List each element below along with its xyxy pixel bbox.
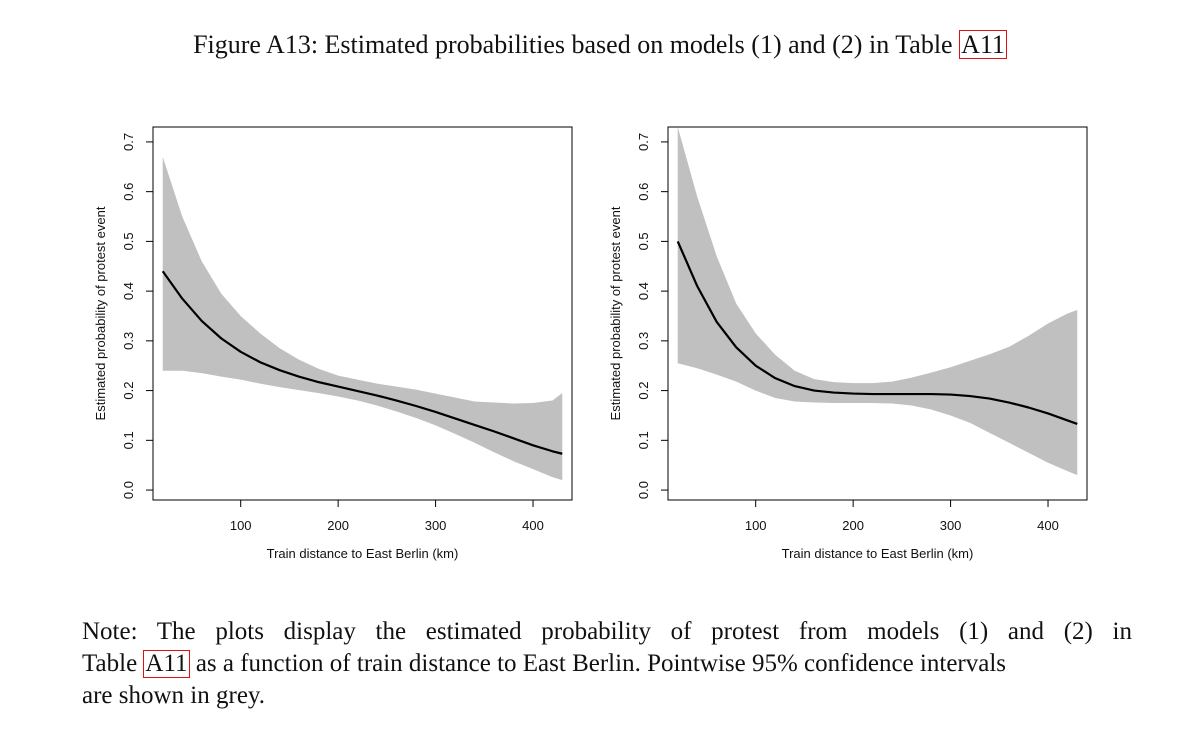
figure-plots: 100 200 300 400 0.0 0.1 0.2 0.3 0.4 0.5 0.6 0.7 Trai… [93, 126, 1088, 561]
plot-frame-1 [152, 126, 573, 501]
estimate-line-1 [161, 270, 563, 455]
x-axis-label-1: Train distance to East Berlin (km) [267, 546, 459, 561]
y-tick-label-0.4: 0.4 [121, 282, 136, 300]
x-tick-label-100: 100 [230, 518, 252, 533]
note-line-2: Table A11 as a function of train distanc… [82, 648, 1132, 680]
y-tick-label-0.7: 0.7 [121, 133, 136, 151]
x-tick-label-300: 300 [425, 518, 447, 533]
plot-panel-1: 100 200 300 400 0.0 0.1 0.2 0.3 0.4 0.5 0.6 0.7 Trai… [93, 126, 573, 561]
y-tick-label-0.7: 0.7 [636, 133, 651, 151]
estimate-line-2 [676, 240, 1078, 425]
table-reference-link[interactable]: A11 [959, 30, 1007, 60]
plot-frame-2 [667, 126, 1088, 501]
plot-panel-2: 100 200 300 400 0.0 0.1 0.2 0.3 0.4 0.5 0.6 0.7 Trai… [608, 126, 1088, 561]
y-tick-label-0.1: 0.1 [636, 431, 651, 449]
y-tick-label-0.3: 0.3 [121, 332, 136, 350]
x-tick-label-400: 400 [522, 518, 544, 533]
note-table-reference-link[interactable]: A11 [143, 650, 190, 679]
figure-title: Figure A13: Estimated probabilities base… [0, 30, 1200, 60]
y-tick-label-0.6: 0.6 [121, 183, 136, 201]
x-tick-label-300: 300 [940, 518, 962, 533]
x-tick-label-200: 200 [327, 518, 349, 533]
y-tick-label-0.1: 0.1 [121, 431, 136, 449]
x-tick-label-400: 400 [1037, 518, 1059, 533]
y-tick-label-0: 0.0 [121, 481, 136, 499]
note-line-2-prefix: Table [82, 650, 144, 677]
confidence-band-2 [677, 127, 1078, 476]
x-axis-label-2: Train distance to East Berlin (km) [782, 546, 974, 561]
y-axis-label-1: Estimated probability of protest event [93, 206, 108, 420]
y-tick-label-0.6: 0.6 [636, 183, 651, 201]
figure-note: Note: The plots display the estimated pr… [82, 616, 1132, 712]
y-tick-label-0.4: 0.4 [636, 282, 651, 300]
y-tick-label-0.2: 0.2 [121, 382, 136, 400]
y-tick-label-0: 0.0 [636, 481, 651, 499]
y-tick-label-0.3: 0.3 [636, 332, 651, 350]
y-axis-label-2: Estimated probability of protest event [608, 206, 623, 420]
y-tick-label-0.5: 0.5 [121, 232, 136, 250]
y-tick-label-0.5: 0.5 [636, 232, 651, 250]
confidence-band-1 [162, 156, 563, 481]
note-line-3: are shown in grey. [82, 682, 266, 709]
figure-title-text: Figure A13: Estimated probabilities base… [193, 30, 960, 59]
y-tick-label-0.2: 0.2 [636, 382, 651, 400]
x-tick-label-200: 200 [842, 518, 864, 533]
x-tick-label-100: 100 [745, 518, 767, 533]
note-line-1: Note: The plots display the estimated pr… [82, 618, 1132, 645]
note-line-2-suffix: as a function of train distance to East … [189, 650, 1007, 677]
